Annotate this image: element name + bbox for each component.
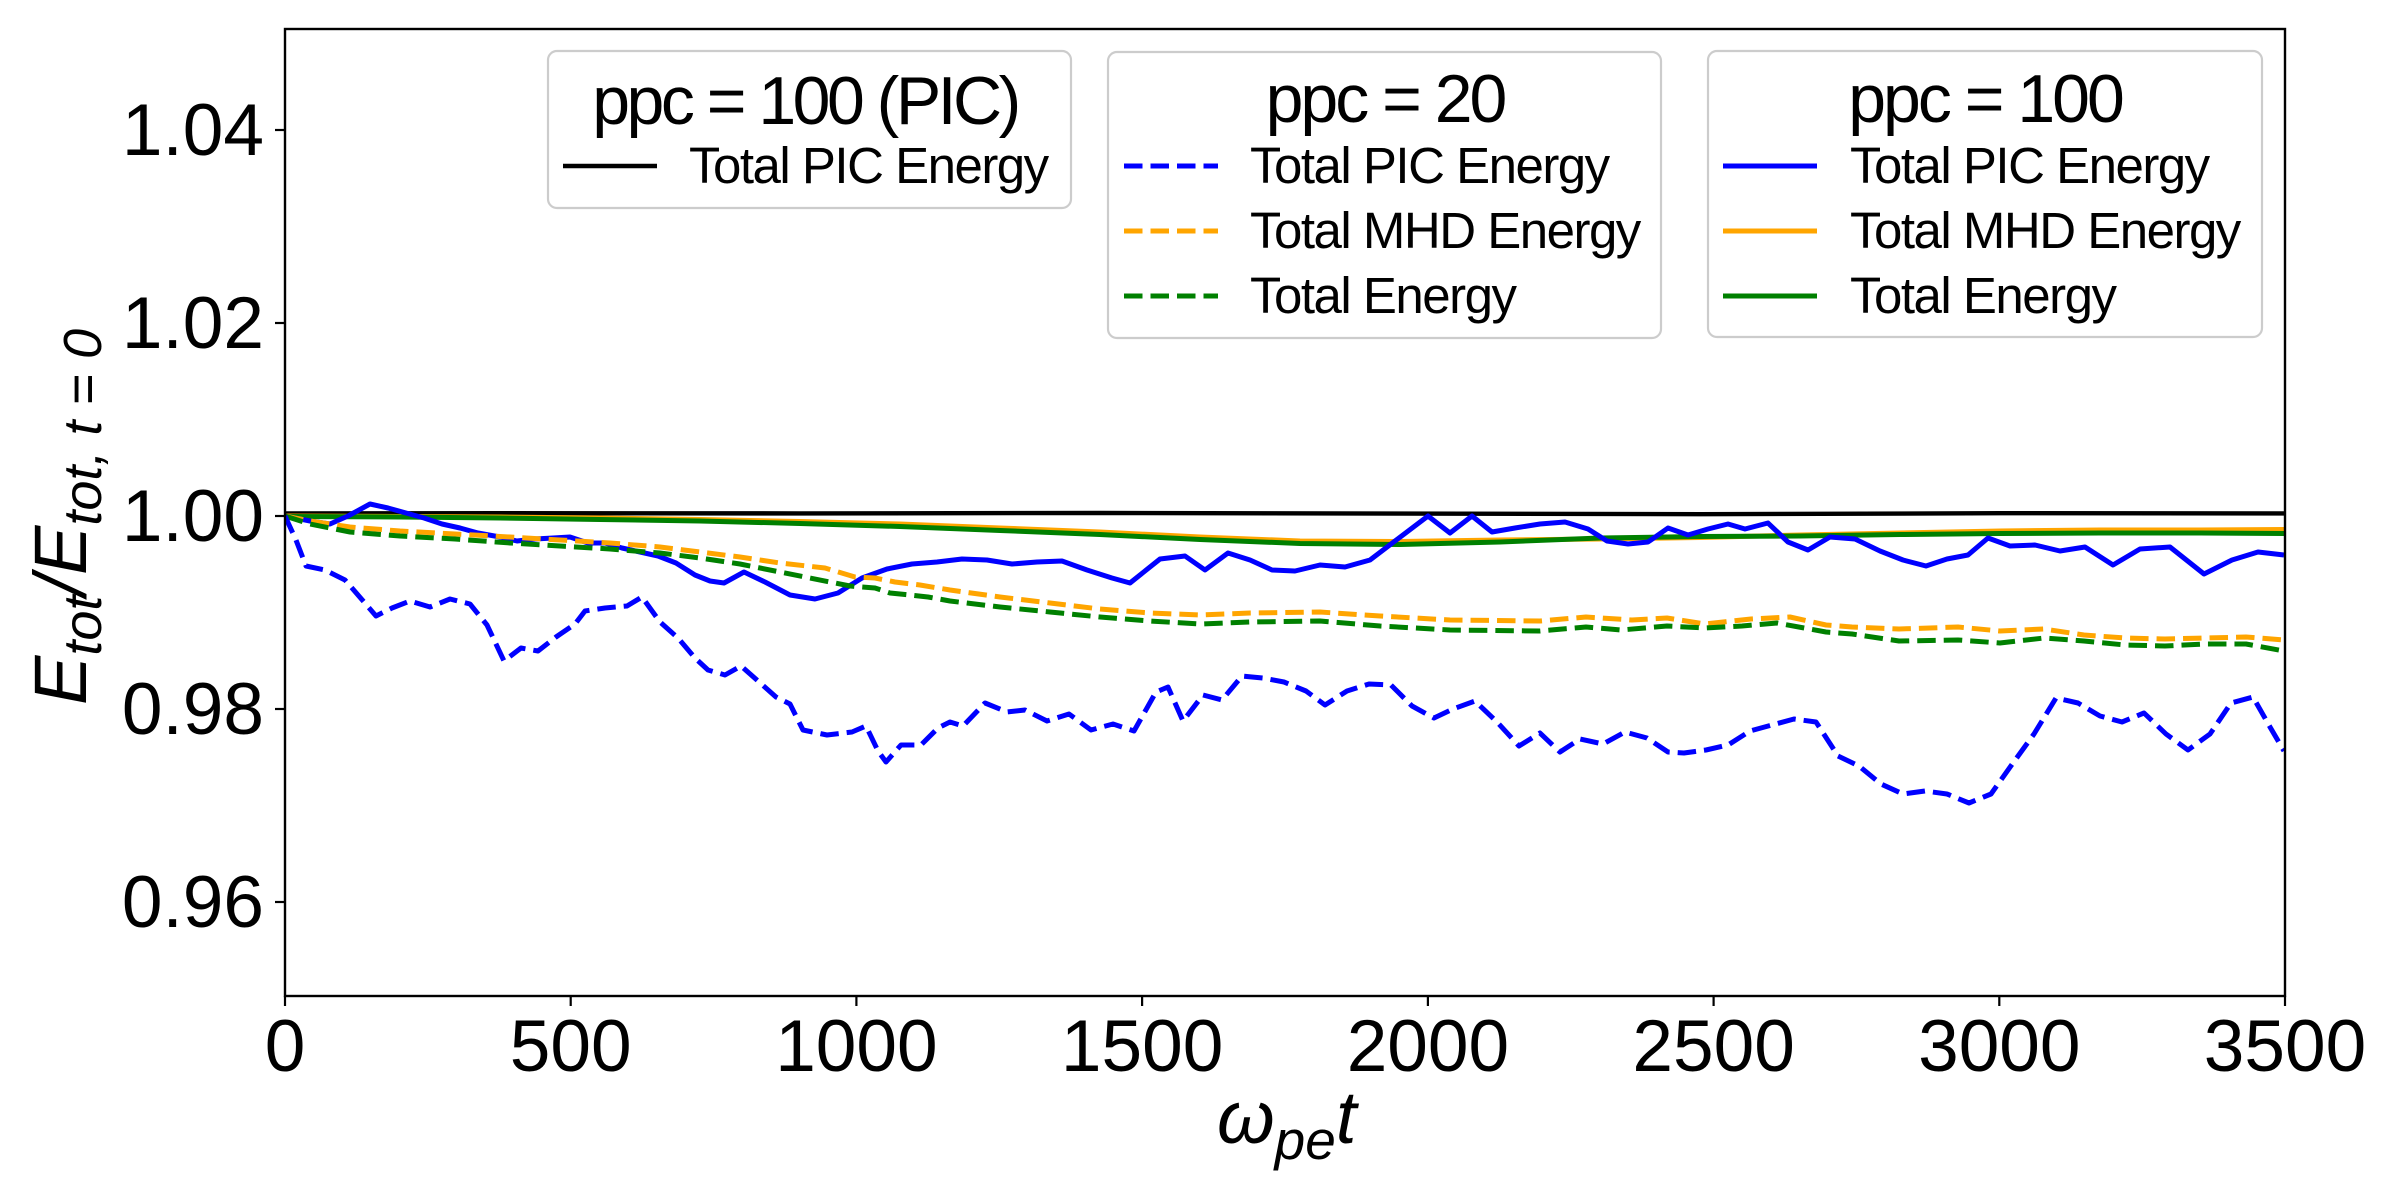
svg-text:3000: 3000	[1918, 1006, 2080, 1087]
svg-text:Total Energy: Total Energy	[1250, 267, 1517, 324]
svg-text:Total MHD Energy: Total MHD Energy	[1250, 202, 1642, 259]
svg-text:0.96: 0.96	[122, 862, 264, 943]
svg-text:ppc = 100: ppc = 100	[1848, 61, 2123, 137]
svg-text:ppc = 100 (PIC): ppc = 100 (PIC)	[592, 63, 1018, 139]
svg-text:2000: 2000	[1347, 1006, 1509, 1087]
svg-text:0.98: 0.98	[122, 669, 264, 750]
svg-text:ppc = 20: ppc = 20	[1266, 61, 1506, 137]
svg-text:Total PIC Energy: Total PIC Energy	[1850, 137, 2211, 194]
svg-text:1.04: 1.04	[122, 90, 264, 171]
svg-text:1500: 1500	[1061, 1006, 1223, 1087]
svg-text:Total MHD Energy: Total MHD Energy	[1850, 202, 2242, 259]
svg-text:500: 500	[510, 1006, 632, 1087]
svg-text:Total PIC Energy: Total PIC Energy	[689, 137, 1050, 194]
svg-text:1.02: 1.02	[122, 283, 264, 364]
svg-text:1000: 1000	[775, 1006, 937, 1087]
svg-text:Total Energy: Total Energy	[1850, 267, 2117, 324]
svg-text:3500: 3500	[2204, 1006, 2366, 1087]
svg-text:1.00: 1.00	[122, 476, 264, 557]
svg-text:0: 0	[265, 1006, 306, 1087]
svg-text:2500: 2500	[1632, 1006, 1794, 1087]
svg-text:Total PIC Energy: Total PIC Energy	[1250, 137, 1611, 194]
